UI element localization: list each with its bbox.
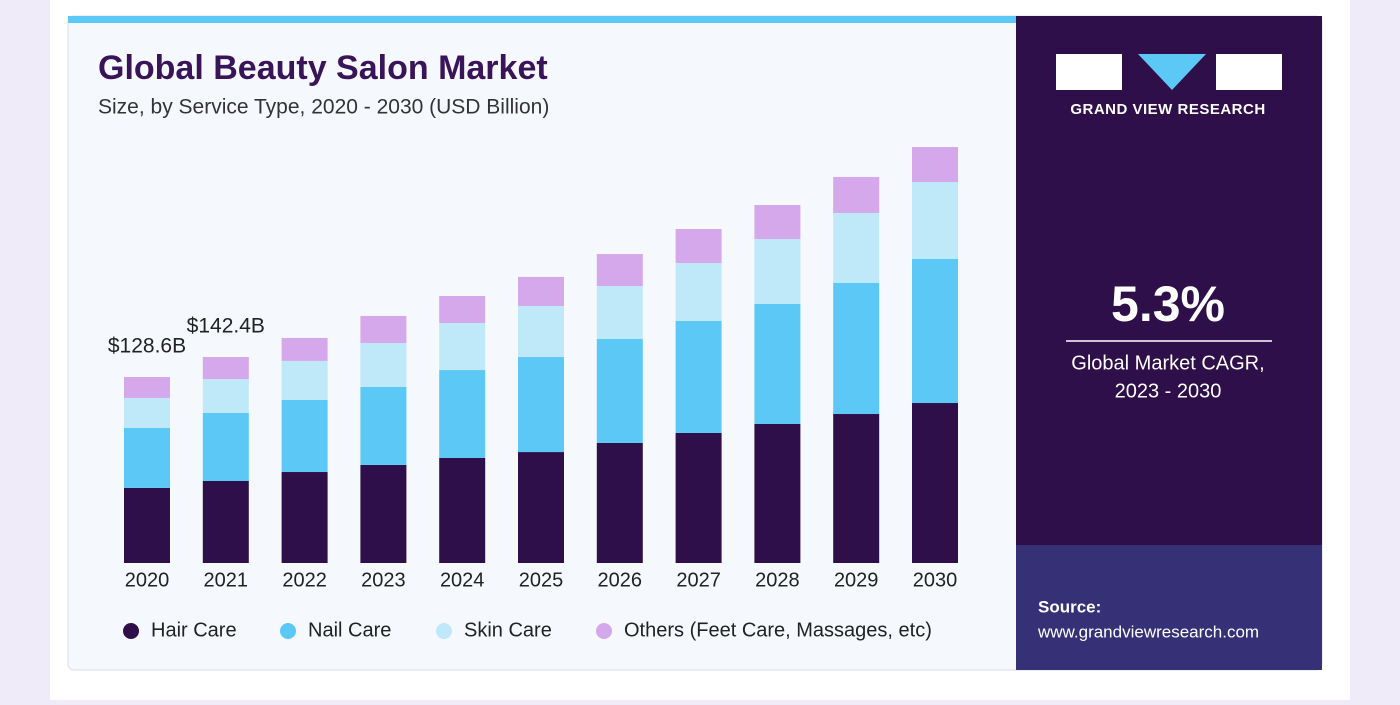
bar-segment bbox=[754, 205, 801, 239]
x-tick-label: 2029 bbox=[834, 569, 879, 591]
cagr-caption: 2023 - 2030 bbox=[1115, 380, 1222, 402]
source-url: www.grandviewresearch.com bbox=[1037, 622, 1259, 641]
brand: GRAND VIEW RESEARCH bbox=[1070, 101, 1265, 118]
bar-segment bbox=[439, 457, 486, 563]
bar-segment bbox=[833, 414, 880, 563]
x-tick-label: 2027 bbox=[676, 569, 721, 591]
bar-segment bbox=[596, 254, 643, 287]
bar-segment bbox=[596, 442, 643, 563]
bar-segment bbox=[360, 386, 407, 465]
bar-segment bbox=[596, 338, 643, 443]
bar-segment bbox=[439, 370, 486, 458]
x-tick-label: 2020 bbox=[125, 569, 170, 591]
x-tick-label: 2024 bbox=[440, 569, 485, 591]
bar-segment bbox=[360, 315, 407, 343]
bar-segment bbox=[754, 423, 801, 563]
bar-segment bbox=[360, 464, 407, 563]
legend-label: Nail Care bbox=[308, 619, 391, 641]
chart-subtitle: Size, by Service Type, 2020 - 2030 (USD … bbox=[98, 96, 549, 119]
bar-segment bbox=[439, 295, 486, 324]
chart-title: Global Beauty Salon Market bbox=[98, 49, 548, 87]
bar-segment bbox=[675, 229, 722, 264]
source-label: Source: bbox=[1038, 597, 1101, 616]
bar-segment bbox=[912, 403, 958, 563]
logo-shape bbox=[1056, 54, 1122, 90]
bar-segment bbox=[202, 357, 249, 380]
logo-shape bbox=[1138, 54, 1206, 90]
legend-label: Skin Care bbox=[464, 619, 552, 641]
legend-marker bbox=[280, 623, 296, 639]
logo-shape bbox=[1216, 54, 1282, 90]
total-label: $142.4B bbox=[187, 315, 265, 338]
top-stripe bbox=[68, 16, 1018, 23]
x-tick-label: 2025 bbox=[519, 569, 564, 591]
bar-segment bbox=[675, 321, 722, 433]
bar-segment bbox=[281, 360, 328, 400]
bar-segment bbox=[675, 263, 722, 322]
bar-segment bbox=[675, 432, 722, 563]
x-tick-label: 2028 bbox=[755, 569, 800, 591]
x-tick-label: 2023 bbox=[361, 569, 406, 591]
bar-segment bbox=[833, 282, 880, 415]
cagr-caption: Global Market CAGR, bbox=[1071, 352, 1264, 374]
bar-segment bbox=[124, 487, 170, 563]
x-tick-label: 2030 bbox=[913, 569, 958, 591]
x-tick-label: 2022 bbox=[282, 569, 327, 591]
bar-segment bbox=[124, 427, 170, 488]
bar-segment bbox=[202, 413, 249, 481]
bar-segment bbox=[912, 147, 958, 183]
bar-segment bbox=[912, 258, 958, 404]
bar-segment bbox=[518, 305, 564, 358]
legend-marker bbox=[123, 623, 139, 639]
bar-segment bbox=[596, 286, 643, 339]
bar-segment bbox=[912, 182, 958, 259]
bar-segment bbox=[281, 337, 328, 361]
legend-marker bbox=[436, 623, 452, 639]
bar-segment bbox=[124, 397, 170, 428]
bar-segment bbox=[518, 452, 564, 563]
legend-marker bbox=[596, 623, 612, 639]
bar-segment bbox=[124, 376, 170, 398]
bar-segment bbox=[202, 480, 249, 563]
legend-label: Hair Care bbox=[151, 619, 237, 641]
cagr-value: 5.3% bbox=[1111, 276, 1225, 332]
total-label: $128.6B bbox=[108, 335, 186, 358]
bar-segment bbox=[518, 357, 564, 453]
bar-segment bbox=[439, 323, 486, 371]
x-tick-label: 2026 bbox=[598, 569, 643, 591]
logo bbox=[1056, 54, 1282, 90]
bar-segment bbox=[281, 399, 328, 473]
legend-label: Others (Feet Care, Massages, etc) bbox=[624, 619, 932, 641]
bar-segment bbox=[833, 176, 880, 213]
bar-segment bbox=[833, 212, 880, 283]
bar-segment bbox=[754, 238, 801, 304]
bar-segment bbox=[518, 276, 564, 306]
bar-segment bbox=[281, 472, 328, 563]
bar-segment bbox=[360, 342, 407, 387]
side-panel-footer bbox=[1016, 545, 1322, 670]
x-tick-label: 2021 bbox=[204, 569, 249, 591]
bar-segment bbox=[202, 379, 249, 414]
bar-segment bbox=[754, 303, 801, 424]
